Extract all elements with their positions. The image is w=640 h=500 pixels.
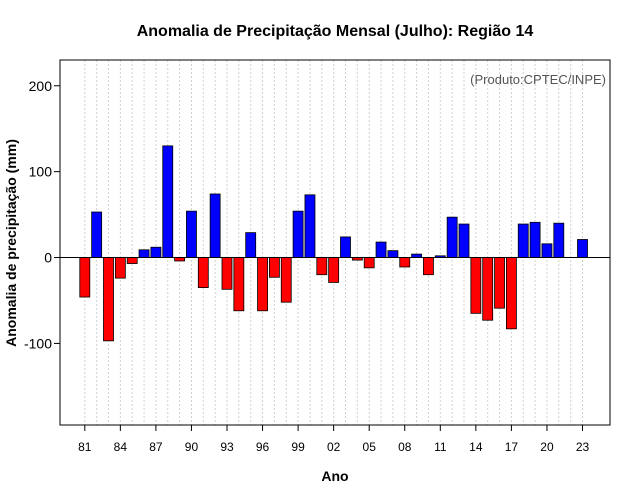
y-tick-label: 0 xyxy=(44,250,52,266)
bar-1983 xyxy=(103,257,114,342)
bar-1990 xyxy=(186,210,197,258)
bar-1996 xyxy=(257,257,268,312)
bar-2019 xyxy=(529,221,541,258)
x-tick-label: 81 xyxy=(78,440,92,454)
bar-1991 xyxy=(197,257,209,288)
y-tick-label: 100 xyxy=(29,164,53,180)
bar-1985 xyxy=(126,257,138,264)
bar-2021 xyxy=(553,222,565,258)
bar-1988 xyxy=(162,145,174,258)
x-tick-label: 11 xyxy=(434,440,447,454)
bars xyxy=(79,145,588,342)
x-tick-label: 99 xyxy=(291,440,305,454)
bar-2007 xyxy=(387,250,399,258)
bar-2018 xyxy=(517,223,529,258)
bar-2000 xyxy=(304,194,316,258)
x-tick-label: 84 xyxy=(114,440,128,454)
x-tick-label: 17 xyxy=(505,440,519,454)
x-tick-label: 96 xyxy=(256,440,270,454)
y-tick-label: 200 xyxy=(29,78,53,94)
bar-2009 xyxy=(411,253,423,258)
bar-2010 xyxy=(423,257,434,276)
bar-1981 xyxy=(79,257,91,298)
x-tick-label: 93 xyxy=(220,440,234,454)
x-tick-label: 23 xyxy=(576,440,590,454)
bar-2012 xyxy=(446,216,458,258)
bar-1986 xyxy=(138,249,150,258)
bar-2015 xyxy=(482,257,494,321)
bar-1994 xyxy=(233,257,245,312)
x-axis-ticks: 81 84 87 90 93 96 99 02 05 08 11 14 17 20 23 xyxy=(78,425,589,454)
bar-2014 xyxy=(470,257,482,314)
y-axis-ticks: -100 0 100 200 xyxy=(24,78,60,351)
bar-2001 xyxy=(316,257,328,276)
x-tick-label: 90 xyxy=(185,440,199,454)
bar-1984 xyxy=(114,257,126,279)
bar-2013 xyxy=(458,223,470,258)
x-tick-label: 14 xyxy=(469,440,483,454)
chart-title: Anomalia de Precipitação Mensal (Julho):… xyxy=(137,23,534,40)
bar-2006 xyxy=(375,241,387,258)
bar-1993 xyxy=(221,257,233,290)
bar-1999 xyxy=(292,210,304,258)
bar-2020 xyxy=(541,243,553,258)
bar-1997 xyxy=(268,257,280,278)
x-tick-label: 02 xyxy=(327,440,341,454)
y-axis-label: Anomalia de precipitação (mm) xyxy=(3,139,19,347)
bar-1998 xyxy=(280,257,292,303)
bar-1987 xyxy=(150,246,162,258)
bar-1995 xyxy=(245,232,257,258)
bar-2005 xyxy=(363,257,375,269)
bar-2016 xyxy=(494,257,505,309)
source-note: (Produto:CPTEC/INPE) xyxy=(470,72,606,87)
bar-2002 xyxy=(328,257,340,283)
x-tick-label: 08 xyxy=(398,440,412,454)
bar-1992 xyxy=(209,193,221,258)
bar-2008 xyxy=(399,257,411,268)
y-tick-label: -100 xyxy=(24,335,52,351)
x-tick-label: 20 xyxy=(540,440,554,454)
bar-2003 xyxy=(340,236,351,258)
bar-1982 xyxy=(91,211,103,258)
bar-2017 xyxy=(505,257,517,330)
bar-1989 xyxy=(174,257,186,262)
grid-lines xyxy=(84,60,583,425)
bar-2023 xyxy=(577,239,588,258)
plot-frame xyxy=(59,59,611,426)
x-tick-label: 87 xyxy=(149,440,163,454)
x-axis-label: Ano xyxy=(321,468,348,484)
x-tick-label: 05 xyxy=(363,440,377,454)
